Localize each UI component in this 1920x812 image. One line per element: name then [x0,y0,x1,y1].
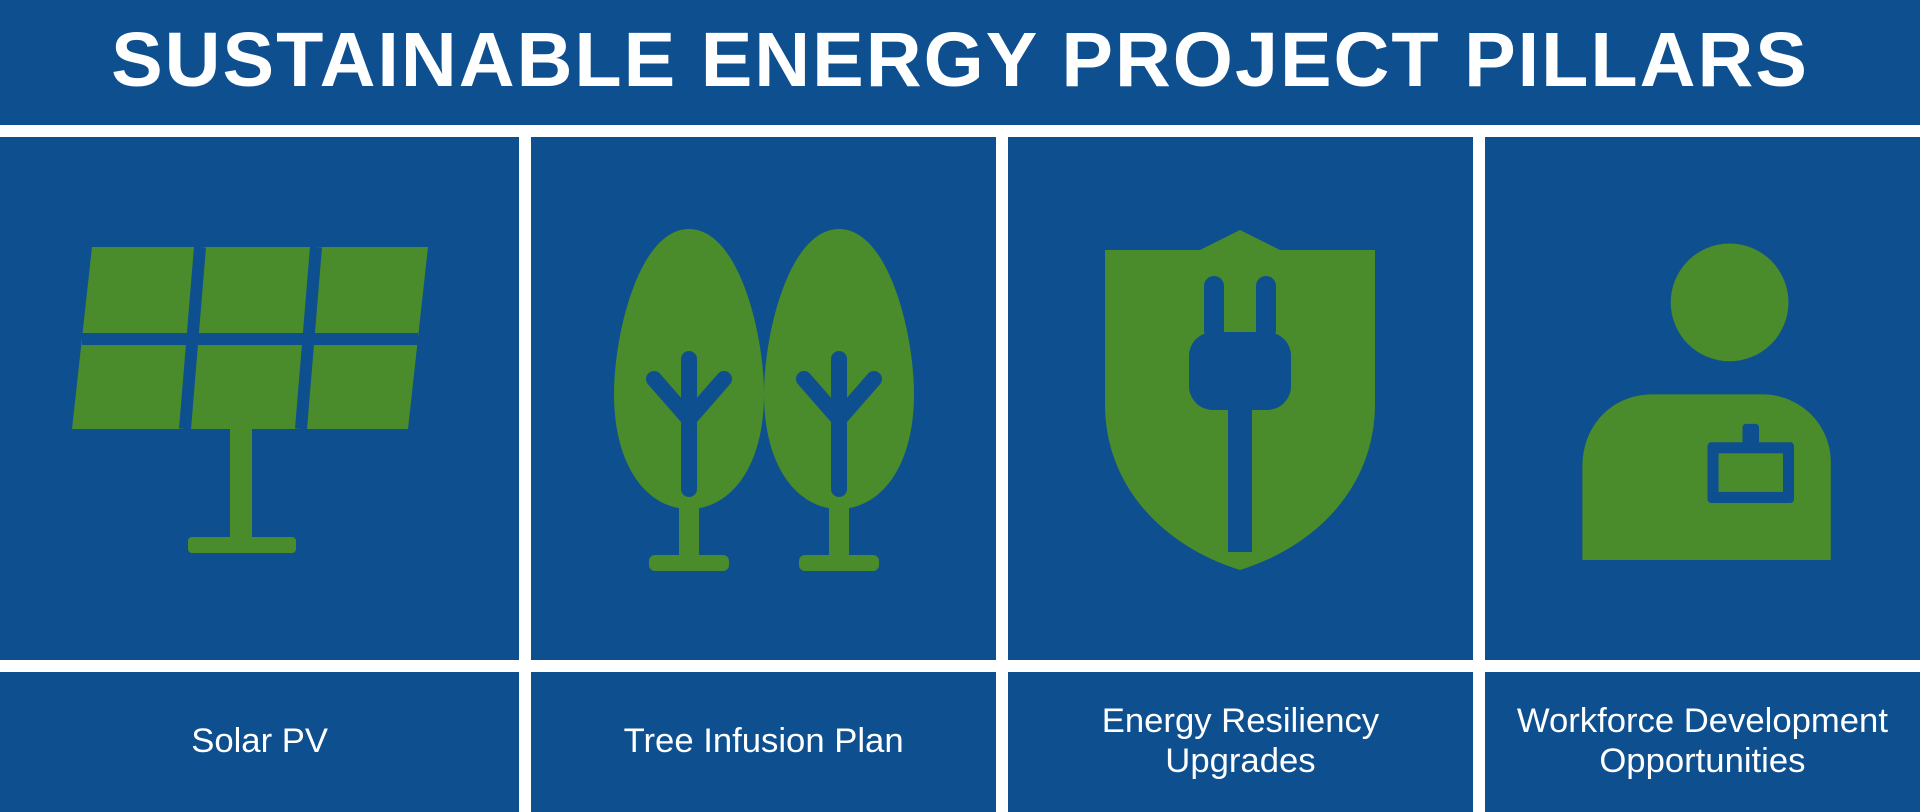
pillar-1-icon-box [0,137,519,660]
pillar-3: Energy ResiliencyUpgrades [1008,137,1473,812]
divider-horizontal [0,125,1920,137]
shield-plug-icon [1085,224,1395,574]
pillar-4-label-box: Workforce DevelopmentOpportunities [1485,672,1920,812]
divider-vertical [996,137,1008,812]
divider-horizontal [1485,660,1920,672]
divider-horizontal [531,660,996,672]
pillar-4-label: Workforce DevelopmentOpportunities [1517,702,1888,782]
pillar-2-icon-box [531,137,996,660]
infographic-root: SUSTAINABLE ENERGY PROJECT PILLARS [0,0,1920,812]
pillar-3-icon-box [1008,137,1473,660]
pillar-1-label-box: Solar PV [0,672,519,812]
pillars-row: Solar PV [0,137,1920,812]
solar-panel-icon [70,229,450,569]
pillar-4: Workforce DevelopmentOpportunities [1485,137,1920,812]
pillar-2: Tree Infusion Plan [531,137,996,812]
divider-vertical [519,137,531,812]
pillar-1-label: Solar PV [191,722,328,762]
divider-vertical [1473,137,1485,812]
pillar-4-icon-box [1485,137,1920,660]
title-bar: SUSTAINABLE ENERGY PROJECT PILLARS [0,0,1920,125]
trees-icon [594,219,934,579]
worker-badge-icon [1552,224,1852,574]
pillar-2-label: Tree Infusion Plan [624,722,904,762]
title-text: SUSTAINABLE ENERGY PROJECT PILLARS [111,17,1809,103]
divider-horizontal [1008,660,1473,672]
divider-horizontal [0,660,519,672]
pillar-2-label-box: Tree Infusion Plan [531,672,996,812]
pillar-1: Solar PV [0,137,519,812]
pillar-3-label: Energy ResiliencyUpgrades [1102,702,1379,782]
pillar-3-label-box: Energy ResiliencyUpgrades [1008,672,1473,812]
